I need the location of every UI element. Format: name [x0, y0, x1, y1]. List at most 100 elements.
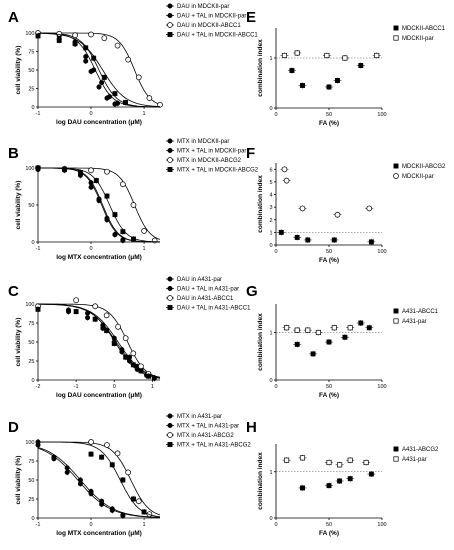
panel-f: 0 1 2 3 4 5 6 0 50 100 FA (%) combination index MDCK…: [257, 163, 446, 264]
legend-marker: [393, 25, 399, 31]
legend-marker: [393, 163, 399, 169]
data-point: [96, 198, 102, 204]
data-point: [73, 309, 79, 315]
legend-marker: [167, 3, 173, 9]
data-point: [125, 56, 132, 63]
data-point: [104, 193, 110, 199]
x-tick-label: 0: [90, 246, 93, 252]
y-tick-label: 0: [31, 240, 34, 246]
data-point: [135, 498, 142, 505]
data-point: [112, 91, 118, 97]
legend-label: DAU + TAL in MDCKII-par: [177, 14, 246, 20]
data-point: [35, 306, 41, 312]
data-point: [141, 509, 147, 515]
data-point: [299, 455, 306, 461]
y-tick-label: 100: [25, 31, 34, 37]
legend-label: MTX in A431-par: [177, 414, 222, 420]
y-tick-label: 50: [28, 68, 34, 74]
panel-h: 0 1 0 50 100 FA (%) combination index A431-ABCG…: [257, 444, 439, 537]
x-tick-label: -1: [74, 384, 79, 390]
x-tick-label: -1: [36, 111, 41, 117]
legend-label: DAU + TAL in MDCKII-ABCC1: [177, 33, 258, 39]
data-point: [337, 478, 343, 484]
legend-marker: [393, 308, 399, 314]
x-tick-label: -1: [36, 246, 41, 252]
legend-label: DAU + TAL in A431-par: [177, 287, 239, 293]
data-point: [104, 95, 110, 101]
x-tick-label: 100: [377, 384, 386, 390]
legend-label: A431-ABCC1: [402, 309, 439, 315]
legend-marker: [167, 422, 173, 428]
data-point: [299, 205, 306, 212]
data-point: [305, 237, 311, 243]
data-point: [294, 50, 300, 56]
data-point: [366, 205, 373, 212]
data-point: [83, 45, 89, 51]
data-point: [88, 439, 94, 445]
panel-letter: D: [8, 419, 19, 436]
y-tick-label: 75: [28, 459, 34, 465]
data-point: [326, 84, 332, 90]
data-point: [114, 42, 121, 49]
panel-letter: G: [246, 283, 258, 300]
y-tick-label: 75: [28, 50, 34, 56]
x-tick-label: -2: [36, 384, 41, 390]
x-tick-label: 50: [326, 384, 332, 390]
data-point: [281, 166, 288, 173]
x-tick-label: 50: [326, 112, 332, 118]
data-point: [77, 481, 83, 487]
data-point: [289, 68, 295, 73]
legend-marker: [167, 305, 173, 310]
data-point: [99, 454, 105, 460]
data-point: [73, 297, 79, 304]
legend-marker: [167, 413, 173, 419]
data-point: [99, 501, 105, 507]
data-point: [92, 316, 98, 322]
x-tick-label: 100: [377, 249, 386, 255]
panel-g: 0 1 0 50 100 FA (%) combination index A431-ABCC…: [257, 304, 439, 399]
legend-marker: [167, 442, 173, 447]
x-tick-label: 0: [274, 249, 277, 255]
y-tick-label: 25: [28, 497, 34, 503]
legend-marker: [393, 446, 399, 452]
panel-letter: F: [246, 145, 255, 162]
data-point: [85, 315, 91, 321]
data-point: [123, 100, 128, 106]
data-point: [92, 303, 99, 310]
data-point: [104, 328, 110, 334]
data-point: [112, 101, 118, 107]
x-tick-label: 1: [143, 246, 146, 252]
legend-label: MDCKII-ABCG2: [402, 164, 446, 170]
data-point: [157, 101, 163, 108]
y-tick-label: 100: [25, 166, 34, 172]
data-point: [300, 485, 305, 491]
fit-curve: [38, 167, 160, 243]
legend-label: MDCKII-par: [402, 174, 434, 180]
data-point: [294, 234, 300, 240]
legend-marker: [167, 148, 173, 154]
data-point: [114, 450, 121, 457]
data-point: [120, 238, 126, 244]
y-axis-label: cell viability (%): [15, 318, 22, 367]
fit-curve: [38, 32, 161, 105]
data-point: [146, 95, 153, 101]
data-point: [368, 239, 374, 245]
x-tick-label: 0: [274, 522, 277, 528]
y-tick-label: 2: [269, 218, 272, 224]
legend-marker: [393, 173, 399, 179]
data-point: [337, 462, 343, 468]
data-point: [138, 368, 144, 374]
data-point: [104, 442, 110, 448]
x-tick-label: 0: [274, 384, 277, 390]
panel-letter: H: [246, 419, 257, 436]
data-point: [130, 362, 136, 368]
data-point: [109, 462, 115, 468]
x-axis-label: log DAU concentration (μM): [56, 392, 142, 399]
data-point: [146, 373, 152, 379]
x-tick-label: 100: [377, 522, 386, 528]
legend-label: MTX in A431-ABCG2: [177, 433, 234, 439]
y-tick-label: 75: [28, 321, 34, 327]
data-point: [123, 354, 129, 360]
data-point: [111, 341, 117, 346]
